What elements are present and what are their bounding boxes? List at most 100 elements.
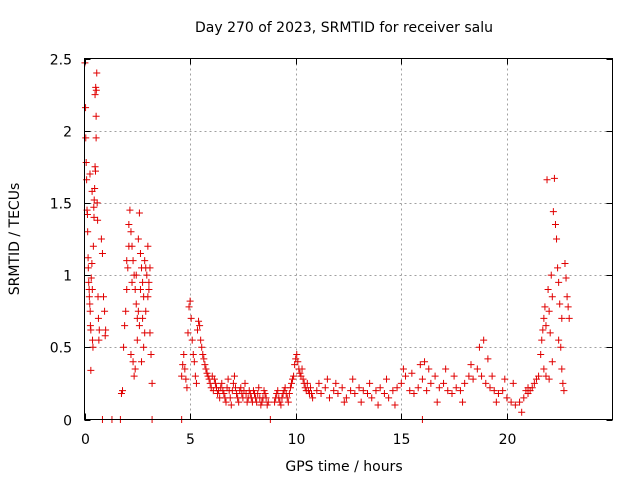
data-point — [537, 351, 545, 359]
data-point — [139, 314, 147, 322]
data-point — [452, 384, 460, 392]
data-point — [484, 355, 492, 363]
plot-frame — [84, 58, 613, 420]
data-point — [142, 307, 150, 315]
data-point — [132, 271, 140, 279]
data-point — [101, 332, 109, 340]
data-point — [219, 387, 227, 395]
data-point — [260, 387, 268, 395]
data-point — [258, 398, 266, 406]
data-point — [520, 394, 528, 402]
data-point — [146, 329, 154, 337]
data-point — [277, 401, 285, 409]
data-point — [503, 394, 511, 402]
data-point — [143, 271, 151, 279]
chart-title: Day 270 of 2023, SRMTID for receiver sal… — [195, 20, 493, 36]
data-point — [181, 365, 189, 373]
data-point — [448, 390, 456, 398]
data-point — [228, 387, 236, 395]
data-point — [195, 317, 203, 325]
data-point — [562, 274, 570, 282]
data-point — [235, 398, 243, 406]
data-point — [134, 235, 142, 243]
data-point — [184, 329, 192, 337]
data-point — [88, 187, 96, 195]
data-point — [410, 390, 418, 398]
data-point — [100, 293, 108, 301]
data-point — [139, 278, 147, 286]
data-point — [95, 336, 103, 344]
data-point — [556, 300, 564, 308]
data-point — [254, 390, 262, 398]
data-point — [544, 286, 552, 294]
grid — [84, 58, 613, 420]
data-point — [273, 390, 281, 398]
data-point — [349, 375, 357, 383]
data-point — [88, 286, 96, 294]
data-point — [125, 242, 133, 250]
data-point — [418, 375, 426, 383]
data-point — [84, 254, 92, 262]
data-point — [82, 158, 90, 166]
data-point — [334, 390, 342, 398]
data-point — [97, 235, 105, 243]
data-point — [539, 326, 547, 334]
data-point — [144, 293, 152, 301]
data-point — [131, 365, 139, 373]
data-point — [230, 372, 238, 380]
data-point — [325, 394, 333, 402]
data-point — [90, 213, 98, 221]
data-point — [538, 336, 546, 344]
data-point — [179, 361, 187, 369]
data-point — [486, 384, 494, 392]
data-point — [330, 387, 338, 395]
data-point — [135, 322, 143, 330]
data-point — [94, 314, 102, 322]
axis-ticks — [84, 58, 613, 421]
data-point — [414, 384, 422, 392]
data-point — [92, 134, 100, 142]
data-point — [423, 387, 431, 395]
data-point — [548, 358, 556, 366]
data-point — [299, 375, 307, 383]
data-point — [192, 379, 200, 387]
data-point — [323, 375, 331, 383]
data-point — [85, 278, 93, 286]
data-point — [408, 369, 416, 377]
data-point — [399, 365, 407, 373]
data-point — [261, 390, 269, 398]
data-point — [442, 365, 450, 373]
data-point — [87, 366, 95, 374]
data-point — [557, 343, 565, 351]
data-point — [291, 361, 299, 369]
data-point — [84, 264, 92, 272]
data-point — [211, 379, 219, 387]
data-point — [186, 297, 194, 305]
data-point — [126, 206, 134, 214]
data-point — [431, 372, 439, 380]
data-point — [416, 361, 424, 369]
data-point — [89, 343, 97, 351]
data-point — [185, 303, 193, 311]
data-point — [469, 375, 477, 383]
data-point — [444, 387, 452, 395]
data-point — [546, 329, 554, 337]
data-point — [542, 322, 550, 330]
data-point — [178, 372, 186, 380]
data-point — [359, 387, 367, 395]
data-point — [397, 379, 405, 387]
data-point — [89, 242, 97, 250]
data-point — [86, 307, 94, 315]
data-point — [85, 293, 93, 301]
data-point — [91, 167, 99, 175]
data-point — [200, 355, 208, 363]
data-point — [543, 176, 551, 184]
data-point — [86, 170, 94, 178]
data-point — [86, 300, 94, 308]
data-point — [122, 307, 130, 315]
data-point — [480, 336, 488, 344]
data-point — [87, 274, 95, 282]
data-point — [98, 249, 106, 257]
data-point — [357, 398, 365, 406]
